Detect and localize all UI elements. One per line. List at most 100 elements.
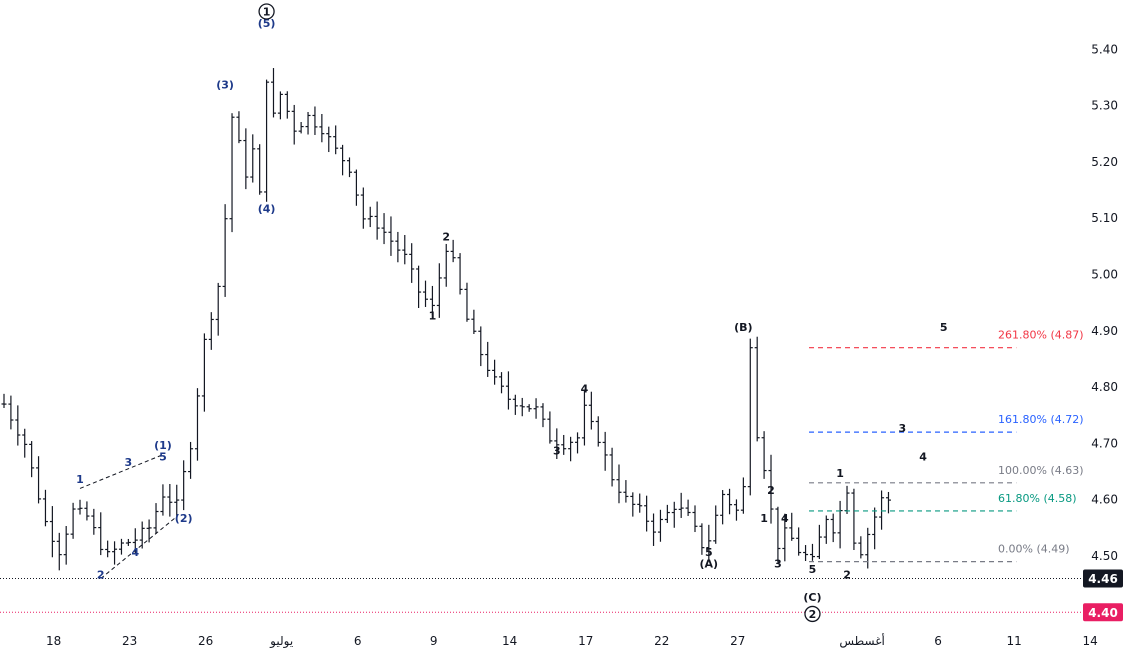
fib-level-label: 100.00% (4.63) [998, 464, 1084, 477]
ohlc-bar [816, 524, 822, 560]
wave-label-black: 1 [836, 467, 844, 480]
ohlc-bar [747, 338, 753, 496]
ohlc-bar [865, 527, 871, 569]
x-tick-label: 27 [730, 634, 745, 648]
ohlc-bar [471, 309, 477, 335]
ohlc-bar [671, 501, 677, 528]
ohlc-bar [554, 428, 560, 460]
circle-mark [258, 3, 275, 20]
ohlc-bar [319, 113, 325, 143]
ohlc-bar [353, 169, 359, 206]
ohlc-bar [36, 456, 42, 504]
price-tag-text: 4.40 [1088, 606, 1118, 620]
ohlc-bar [305, 111, 311, 135]
ohlc-bar [291, 104, 297, 145]
ohlc-bar [609, 447, 615, 487]
ohlc-bar [416, 265, 422, 309]
ohlc-bar [298, 122, 304, 134]
ohlc-bar [236, 111, 242, 144]
price-tag-lines [0, 578, 1082, 613]
wave-label-black: 2 [767, 484, 775, 497]
wave-label-black: 4 [781, 512, 789, 525]
ohlc-bar [830, 513, 836, 543]
wave-label-black: 5 [809, 563, 817, 576]
ohlc-bar [450, 239, 456, 263]
wave-label-black: (B) [734, 321, 752, 334]
ohlc-bar [374, 201, 380, 240]
wave-label-black: (A) [700, 557, 719, 570]
ohlc-bar [333, 125, 339, 155]
ohlc-bar [429, 285, 435, 315]
channel-lines [79, 454, 178, 579]
ohlc-bar [754, 336, 760, 442]
ohlc-bar [464, 282, 470, 322]
x-tick-label: 14 [1082, 634, 1097, 648]
ohlc-bar [49, 506, 55, 558]
ohlc-bar [229, 113, 235, 233]
x-tick-label: 18 [46, 634, 61, 648]
wave-label-black: 1 [760, 512, 768, 525]
y-tick-label: 4.70 [1091, 436, 1118, 450]
ohlc-bar [264, 79, 270, 202]
ohlc-bar [657, 509, 663, 542]
ohlc-bar [250, 134, 256, 183]
ohlc-bar [809, 543, 815, 561]
x-tick-label: 17 [578, 634, 593, 648]
ohlc-bar [630, 492, 636, 517]
ohlc-bar [167, 483, 173, 517]
ohlc-bar [388, 216, 394, 256]
ohlc-bar [160, 484, 166, 516]
wave-label-blue: (3) [216, 79, 234, 92]
ohlc-bar [540, 403, 546, 428]
ohlc-bar [56, 532, 62, 571]
ohlc-bar [1, 393, 7, 408]
ohlc-bar [547, 411, 553, 444]
ohlc-bar [485, 341, 491, 377]
y-tick-label: 4.50 [1091, 549, 1118, 563]
ohlc-bar [326, 126, 332, 153]
ohlc-bar [98, 512, 104, 556]
ohlc-bar [105, 540, 111, 558]
ohlc-bar [443, 243, 449, 287]
circled-wave-text: 1 [263, 6, 271, 19]
ohlc-bar [146, 519, 152, 543]
x-axis[interactable]: 18 23 26 يوليو 6 9 14 17 22 27 أغسطس 6 11 14 [46, 633, 1098, 649]
ohlc-bar [872, 507, 878, 550]
x-tick-label: 6 [354, 634, 362, 648]
ohlc-bar [277, 91, 283, 120]
ohlc-bar [789, 512, 795, 541]
ohlc-bar [858, 536, 864, 559]
wave-label-blue: (2) [175, 512, 193, 525]
ohlc-bar [222, 204, 228, 297]
ohlc-bar [575, 432, 581, 454]
ohlc-bar [436, 263, 442, 318]
circled-wave-text: 2 [809, 608, 817, 621]
y-tick-label: 4.80 [1091, 380, 1118, 394]
ohlc-bar [381, 213, 387, 245]
wave-label-black: 2 [843, 569, 851, 582]
wave-label-black: 1 [429, 310, 437, 323]
ohlc-bar [699, 523, 705, 555]
ohlc-bar [685, 499, 691, 516]
ohlc-bar [270, 68, 276, 118]
wave-label-black: 3 [774, 557, 782, 570]
x-tick-label: 23 [122, 634, 137, 648]
wave-label-black: (C) [803, 591, 821, 604]
ohlc-bar [70, 502, 76, 539]
wave-labels: (5)(3)(4)(1)(2)1234521345(A)(B)12345(C)1… [76, 3, 948, 623]
ohlc-bar [533, 398, 539, 419]
ohlc-bar [77, 499, 83, 515]
x-tick-label: أغسطس [839, 633, 884, 649]
ohlc-bar [174, 484, 180, 517]
wave-label-blue: 5 [159, 450, 167, 463]
ohlc-bar [837, 500, 843, 549]
ohlc-bar [512, 394, 518, 415]
ohlc-bar [478, 326, 484, 367]
ohlc-bar [727, 488, 733, 515]
ohlc-bar [215, 282, 221, 336]
y-axis[interactable]: 4.50 4.60 4.70 4.80 4.90 5.00 5.10 5.20 5.30 5.40 [1091, 42, 1118, 563]
price-tag-text: 4.46 [1088, 572, 1118, 586]
fibonacci-extension[interactable]: 261.80% (4.87) 161.80% (4.72) 100.00% (4.6… [809, 329, 1084, 563]
ohlc-bar [125, 538, 131, 546]
